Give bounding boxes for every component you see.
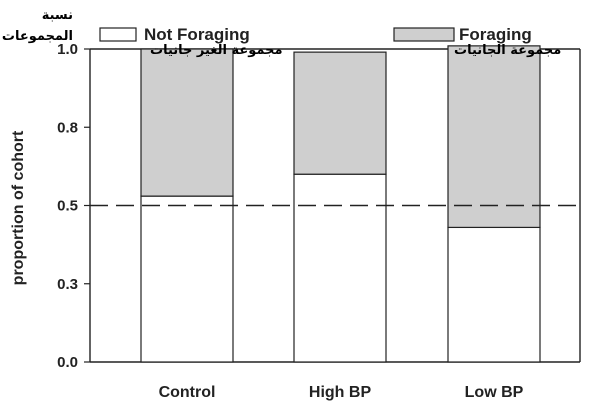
legend-label-not-foraging: Not Foraging [144, 25, 250, 44]
y-ticks: 0.0 0.3 0.5 0.8 1.0 [57, 41, 90, 371]
y-tick-label: 0.3 [57, 276, 78, 293]
bar-segment-foraging [447, 45, 541, 229]
x-tick-label: High BP [309, 384, 372, 401]
legend-swatch-not-foraging [99, 27, 137, 42]
y-tick-label: 0.5 [57, 198, 78, 215]
x-tick-label: Low BP [465, 384, 524, 401]
y-axis-title-arabic-line-2: المجموعات [2, 29, 73, 44]
plot-area: 0.0 0.3 0.5 0.8 1.0 Control High BP Low BP [57, 41, 581, 401]
y-axis-title: proportion of cohort [10, 130, 27, 285]
bar-segment-foraging [140, 48, 234, 197]
bars [140, 45, 541, 363]
category-labels: Control High BP Low BP [159, 384, 524, 401]
legend-label-foraging: Foraging [459, 25, 532, 44]
y-tick-label: 1.0 [57, 41, 78, 58]
bar-segment-foraging [293, 51, 387, 175]
x-tick-label: Control [159, 384, 216, 401]
bar-segment-not-foraging [293, 173, 387, 363]
legend-label-not-foraging-arabic: مجموعة الغير جانيات [150, 43, 283, 58]
legend-swatch-foraging [393, 27, 455, 42]
bar-segment-not-foraging [447, 226, 541, 363]
legend: Not Foraging مجموعة الغير جانيات Foragin… [99, 25, 561, 58]
bar-segment-not-foraging [140, 195, 234, 363]
y-axis-title-arabic: نسبة المجموعات [2, 8, 73, 44]
y-axis-title-arabic-line-1: نسبة [42, 8, 73, 23]
y-tick-label: 0.8 [57, 119, 78, 136]
y-tick-label: 0.0 [57, 354, 78, 371]
legend-label-foraging-arabic: مجموعة الجانيات [454, 43, 561, 58]
